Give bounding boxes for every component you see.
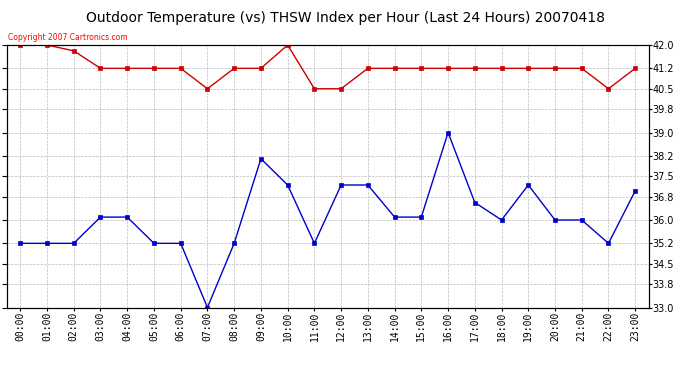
Text: Outdoor Temperature (vs) THSW Index per Hour (Last 24 Hours) 20070418: Outdoor Temperature (vs) THSW Index per …: [86, 11, 604, 25]
Text: Copyright 2007 Cartronics.com: Copyright 2007 Cartronics.com: [8, 33, 127, 42]
